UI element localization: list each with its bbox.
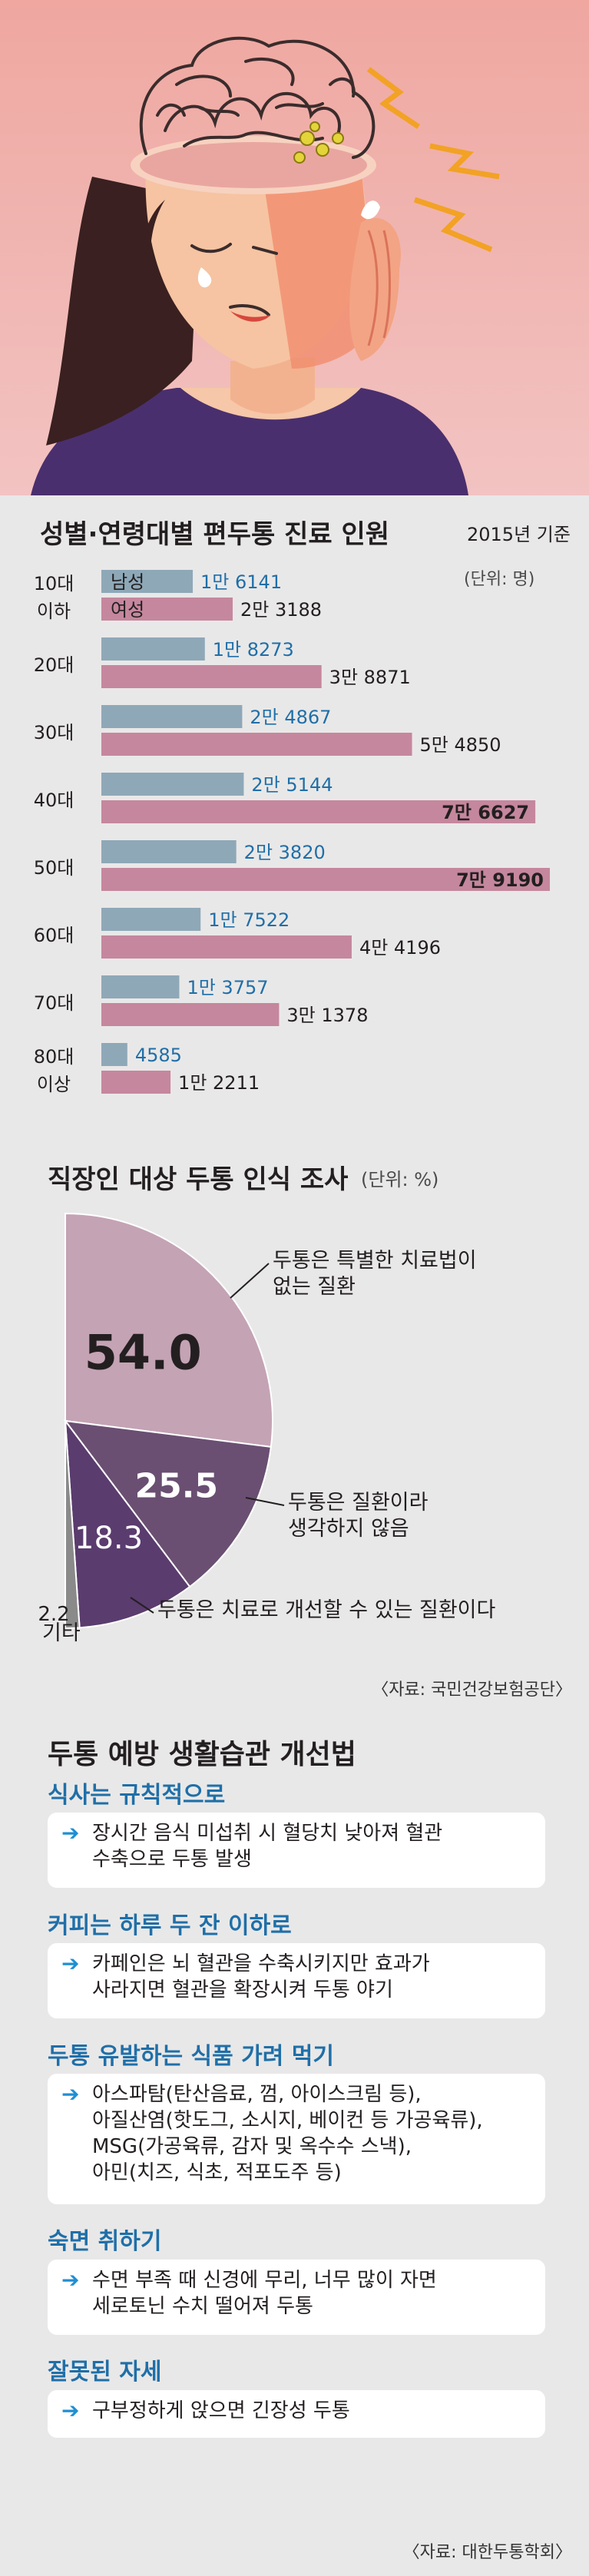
bar-female [101, 868, 551, 891]
legend-female: 여성 [111, 599, 144, 621]
bar-chart-title: 성별·연령대별 편두통 진료 인원 [40, 519, 390, 550]
headache-woman-illustration [31, 36, 500, 495]
value-label-male: 1만 6141 [200, 571, 282, 593]
pie-desc-0: 없는 질환 [273, 1275, 356, 1299]
pie-slice [63, 1419, 272, 1588]
tip-head-coffee: 커피는 하루 두 잔 이하로 [48, 1912, 292, 1939]
value-label-female: 1만 2211 [178, 1072, 260, 1094]
value-label-female: 5만 4850 [420, 734, 501, 756]
arrow-icon: ➔ [61, 1820, 80, 1846]
bar-male [101, 1043, 127, 1066]
bar-female [101, 665, 322, 688]
category-label: 40대 [34, 790, 74, 811]
bar-chart-unit: (단위: 명) [464, 570, 535, 589]
pie-chart-unit: (단위: %) [361, 1169, 439, 1190]
pie-chart-title: 직장인 대상 두통 인식 조사 [48, 1164, 349, 1195]
legend-male: 남성 [111, 571, 144, 593]
leader-line [130, 1597, 154, 1614]
arrow-icon: ➔ [61, 2267, 80, 2293]
bar-female [101, 598, 233, 621]
pie-slice [65, 1420, 81, 1630]
bar-male [101, 773, 244, 796]
tip-text-sleep: 수면 부족 때 신경에 무리, 너무 많이 자면 세로토닌 수치 떨어져 두통 [92, 2269, 437, 2318]
value-label-female: 7만 6627 [442, 802, 529, 823]
pie-slice [64, 1418, 191, 1629]
tip-head-meal: 식사는 규칙적으로 [48, 1782, 226, 1809]
value-label-male: 2만 3820 [244, 842, 326, 863]
bar-male [101, 840, 237, 863]
tips-source: 〈자료: 대한두통학회〉 [402, 2543, 572, 2562]
arrow-icon: ➔ [61, 1951, 80, 1976]
bar-female [101, 1071, 171, 1094]
bar-male [101, 637, 205, 661]
tip-box-coffee: ➔ 카페인은 뇌 혈관을 수축시키지만 효과가 사라지면 혈관을 확장시켜 두통… [48, 1943, 545, 2018]
value-label-female: 4만 4196 [359, 937, 441, 959]
pie-desc-1: 생각하지 않음 [288, 1517, 409, 1541]
bar-male [101, 570, 194, 593]
pie-value-label: 2.2 [38, 1603, 69, 1626]
tip-box-food: ➔ 아스파탐(탄산음료, 껌, 아이스크림 등), 아질산염(핫도그, 소시지,… [48, 2074, 545, 2204]
pie-source: 〈자료: 국민건강보험공단〉 [372, 1680, 572, 1700]
pie-value-label: 25.5 [134, 1466, 218, 1505]
value-label-male: 2만 5144 [251, 774, 333, 796]
bar-female [101, 800, 536, 823]
category-label: 이상 [37, 1074, 71, 1095]
bar-male [101, 705, 243, 728]
category-label: 70대 [34, 992, 74, 1014]
pie-value-label: 18.3 [74, 1521, 143, 1556]
value-label-male: 1만 7522 [208, 909, 290, 931]
category-label: 80대 [34, 1046, 74, 1068]
pie-desc-3: 기타 [42, 1621, 81, 1644]
value-label-male: 2만 4867 [250, 707, 331, 728]
category-label: 10대 [34, 573, 74, 594]
bar-female [101, 1003, 280, 1026]
category-label: 30대 [34, 722, 74, 743]
tip-box-meal: ➔ 장시간 음식 미섭취 시 혈당치 낮아져 혈관 수축으로 두통 발생 [48, 1813, 545, 1888]
category-label: 50대 [34, 857, 74, 879]
tip-head-food: 두통 유발하는 식품 가려 먹기 [48, 2043, 334, 2070]
tip-box-sleep: ➔ 수면 부족 때 신경에 무리, 너무 많이 자면 세로토닌 수치 떨어져 두… [48, 2260, 545, 2335]
tip-head-posture: 잘못된 자세 [48, 2359, 162, 2386]
value-label-female: 3만 1378 [286, 1005, 368, 1026]
category-label: 20대 [34, 654, 74, 676]
hero-illustration [0, 0, 589, 495]
pie-value-label: 54.0 [84, 1324, 202, 1380]
value-label-male: 1만 3757 [187, 977, 268, 998]
bar-chart-subtitle: 2015년 기준 [467, 524, 571, 545]
pie-desc-0: 두통은 특별한 치료법이 [273, 1249, 477, 1273]
tip-text-food: 아스파탐(탄산음료, 껌, 아이스크림 등), 아질산염(핫도그, 소시지, 베… [92, 2083, 483, 2184]
value-label-female: 7만 9190 [456, 869, 544, 891]
leader-line [245, 1497, 285, 1506]
tip-text-meal: 장시간 음식 미섭취 시 혈당치 낮아져 혈관 수축으로 두통 발생 [92, 1822, 443, 1871]
tip-head-sleep: 숙면 취하기 [48, 2228, 162, 2255]
tips-title: 두통 예방 생활습관 개선법 [48, 1739, 356, 1770]
category-label: 이하 [37, 601, 71, 622]
bar-male [101, 908, 201, 931]
tip-text-posture: 구부정하게 앉으면 긴장성 두통 [92, 2399, 350, 2422]
value-label-male: 4585 [135, 1045, 182, 1066]
bar-female [101, 935, 352, 959]
tip-box-posture: ➔ 구부정하게 앉으면 긴장성 두통 [48, 2390, 545, 2438]
value-label-male: 1만 8273 [213, 639, 294, 661]
value-label-female: 2만 3188 [240, 599, 322, 621]
pie-desc-2: 두통은 치료로 개선할 수 있는 질환이다 [157, 1598, 496, 1622]
value-label-female: 3만 8871 [329, 667, 411, 688]
tip-text-coffee: 카페인은 뇌 혈관을 수축시키지만 효과가 사라지면 혈관을 확장시켜 두통 야… [92, 1952, 430, 2002]
pie-desc-1: 두통은 질환이라 [288, 1491, 429, 1515]
arrow-icon: ➔ [61, 2398, 80, 2423]
category-label: 60대 [34, 925, 74, 946]
bar-female [101, 733, 412, 756]
arrow-icon: ➔ [61, 2081, 80, 2107]
pie-slice [65, 1212, 273, 1448]
leader-line [230, 1263, 270, 1299]
bar-male [101, 975, 180, 998]
